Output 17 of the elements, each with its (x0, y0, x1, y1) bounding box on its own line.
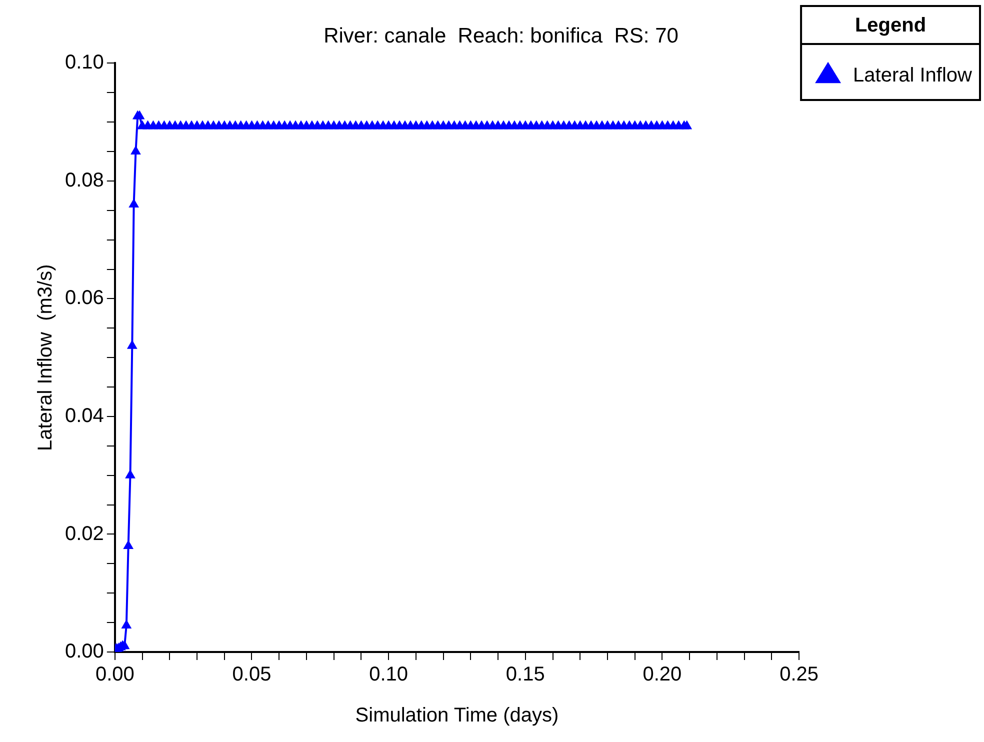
x-tick-label: 0.25 (780, 664, 819, 686)
y-axis-title: Lateral Inflow (m3/s) (34, 264, 57, 451)
x-tick-label: 0.20 (642, 664, 682, 686)
x-tick-label: 0.10 (369, 664, 408, 686)
chart-title: River: canale Reach: bonifica RS: 70 (324, 24, 678, 48)
x-tick-label: 0.15 (506, 664, 545, 686)
y-tick-label: 0.10 (64, 52, 104, 74)
y-tick-label: 0.04 (64, 404, 104, 427)
legend-label: Lateral Inflow (853, 64, 973, 87)
y-tick-label: 0.06 (64, 287, 104, 310)
x-tick-label: 0.05 (232, 664, 272, 686)
legend-title: Legend (854, 14, 926, 37)
y-tick-label: 0.02 (64, 522, 104, 545)
x-tick-label: 0.00 (95, 664, 134, 686)
y-tick-label: 0.00 (64, 640, 104, 663)
x-axis-title: Simulation Time (days) (355, 704, 559, 727)
y-tick-label: 0.08 (64, 169, 104, 192)
